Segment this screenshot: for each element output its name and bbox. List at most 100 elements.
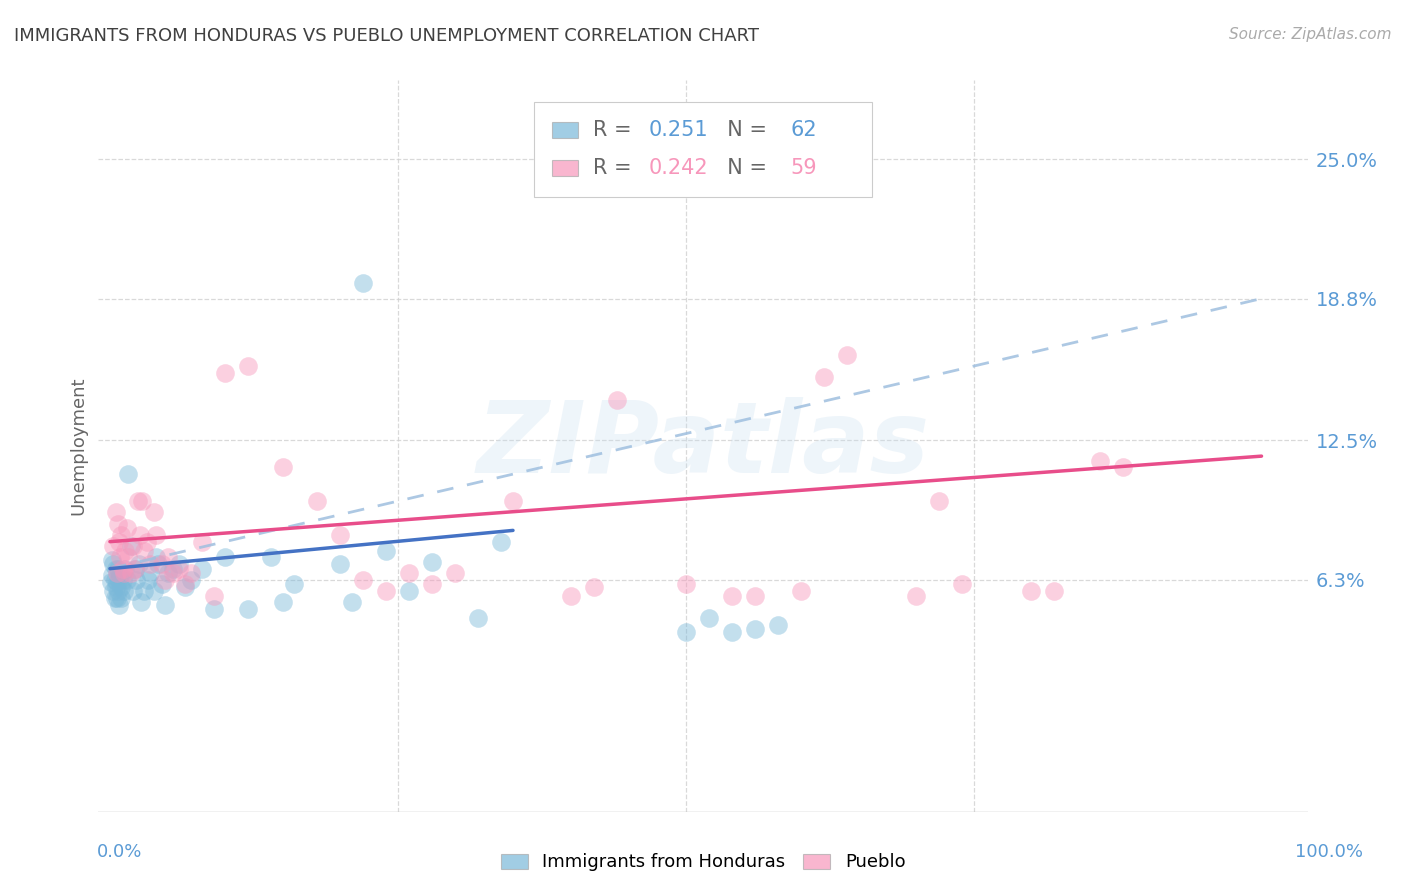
Point xyxy=(375,543,398,558)
Point xyxy=(103,591,125,605)
Point xyxy=(122,539,145,553)
Text: 100.0%: 100.0% xyxy=(1295,843,1362,861)
Point xyxy=(134,543,156,558)
Point xyxy=(444,566,467,581)
Point xyxy=(422,577,444,591)
Text: 0.242: 0.242 xyxy=(648,158,709,178)
Point xyxy=(766,618,789,632)
Point xyxy=(352,573,374,587)
Point xyxy=(103,557,125,571)
Point xyxy=(162,562,184,576)
Point xyxy=(107,584,129,599)
Text: 0.0%: 0.0% xyxy=(97,843,142,861)
Point xyxy=(697,611,720,625)
Point xyxy=(156,550,179,565)
Point xyxy=(744,623,766,637)
Point xyxy=(125,573,148,587)
FancyBboxPatch shape xyxy=(551,160,578,176)
Point xyxy=(104,562,127,576)
Text: 59: 59 xyxy=(790,158,817,178)
Point xyxy=(108,534,131,549)
Point xyxy=(108,573,131,587)
Point xyxy=(180,566,202,581)
Point xyxy=(110,580,132,594)
Point xyxy=(115,573,138,587)
Point xyxy=(1112,460,1135,475)
Point xyxy=(111,562,134,576)
Point xyxy=(104,505,127,519)
Point xyxy=(117,550,139,565)
Point xyxy=(108,598,131,612)
Point xyxy=(1043,584,1066,599)
Point xyxy=(905,589,928,603)
Text: ZIPatlas: ZIPatlas xyxy=(477,398,929,494)
Point xyxy=(114,543,136,558)
Point xyxy=(167,557,190,571)
Text: 0.251: 0.251 xyxy=(648,120,709,140)
Point xyxy=(107,516,129,531)
Point xyxy=(134,584,156,599)
Point xyxy=(675,624,697,639)
Point xyxy=(139,566,162,581)
Point xyxy=(329,528,352,542)
Point xyxy=(398,566,420,581)
Point xyxy=(467,611,489,625)
Point xyxy=(582,580,605,594)
Point xyxy=(110,528,132,542)
Point xyxy=(340,595,363,609)
Point xyxy=(180,573,202,587)
Point xyxy=(191,534,214,549)
Text: R =: R = xyxy=(593,158,638,178)
Point xyxy=(111,573,134,587)
Point xyxy=(173,580,195,594)
Point xyxy=(329,557,352,571)
Point xyxy=(115,521,138,535)
Point xyxy=(422,555,444,569)
Point xyxy=(148,557,170,571)
Text: 62: 62 xyxy=(790,120,817,140)
Point xyxy=(145,550,167,565)
Point xyxy=(202,602,225,616)
Point xyxy=(173,577,195,591)
Point xyxy=(100,575,122,590)
Point xyxy=(236,359,259,373)
Point xyxy=(398,584,420,599)
Point xyxy=(110,550,132,565)
Point xyxy=(124,562,146,576)
FancyBboxPatch shape xyxy=(534,103,872,197)
Point xyxy=(155,573,177,587)
Point xyxy=(950,577,973,591)
Point xyxy=(145,528,167,542)
Point xyxy=(491,534,513,549)
Point xyxy=(813,370,835,384)
Y-axis label: Unemployment: Unemployment xyxy=(69,376,87,516)
Point xyxy=(502,494,524,508)
Point xyxy=(135,534,157,549)
Text: IMMIGRANTS FROM HONDURAS VS PUEBLO UNEMPLOYMENT CORRELATION CHART: IMMIGRANTS FROM HONDURAS VS PUEBLO UNEMP… xyxy=(14,27,759,45)
Point xyxy=(307,494,329,508)
Point xyxy=(675,577,697,591)
Point xyxy=(110,591,132,605)
Point xyxy=(150,577,173,591)
Point xyxy=(156,566,179,581)
Point xyxy=(105,591,128,605)
Point xyxy=(128,528,150,542)
Point xyxy=(105,575,128,590)
Text: Source: ZipAtlas.com: Source: ZipAtlas.com xyxy=(1229,27,1392,42)
Point xyxy=(790,584,813,599)
Text: R =: R = xyxy=(593,120,638,140)
FancyBboxPatch shape xyxy=(551,122,578,138)
Text: N =: N = xyxy=(714,158,773,178)
Point xyxy=(101,552,124,566)
Point xyxy=(142,584,165,599)
Point xyxy=(606,392,628,407)
Point xyxy=(120,539,142,553)
Point xyxy=(835,348,858,362)
Point xyxy=(150,557,173,571)
Point xyxy=(271,595,294,609)
Point xyxy=(139,557,162,571)
Point xyxy=(120,566,142,581)
Point xyxy=(560,589,582,603)
Point xyxy=(1019,584,1042,599)
Point xyxy=(112,584,135,599)
